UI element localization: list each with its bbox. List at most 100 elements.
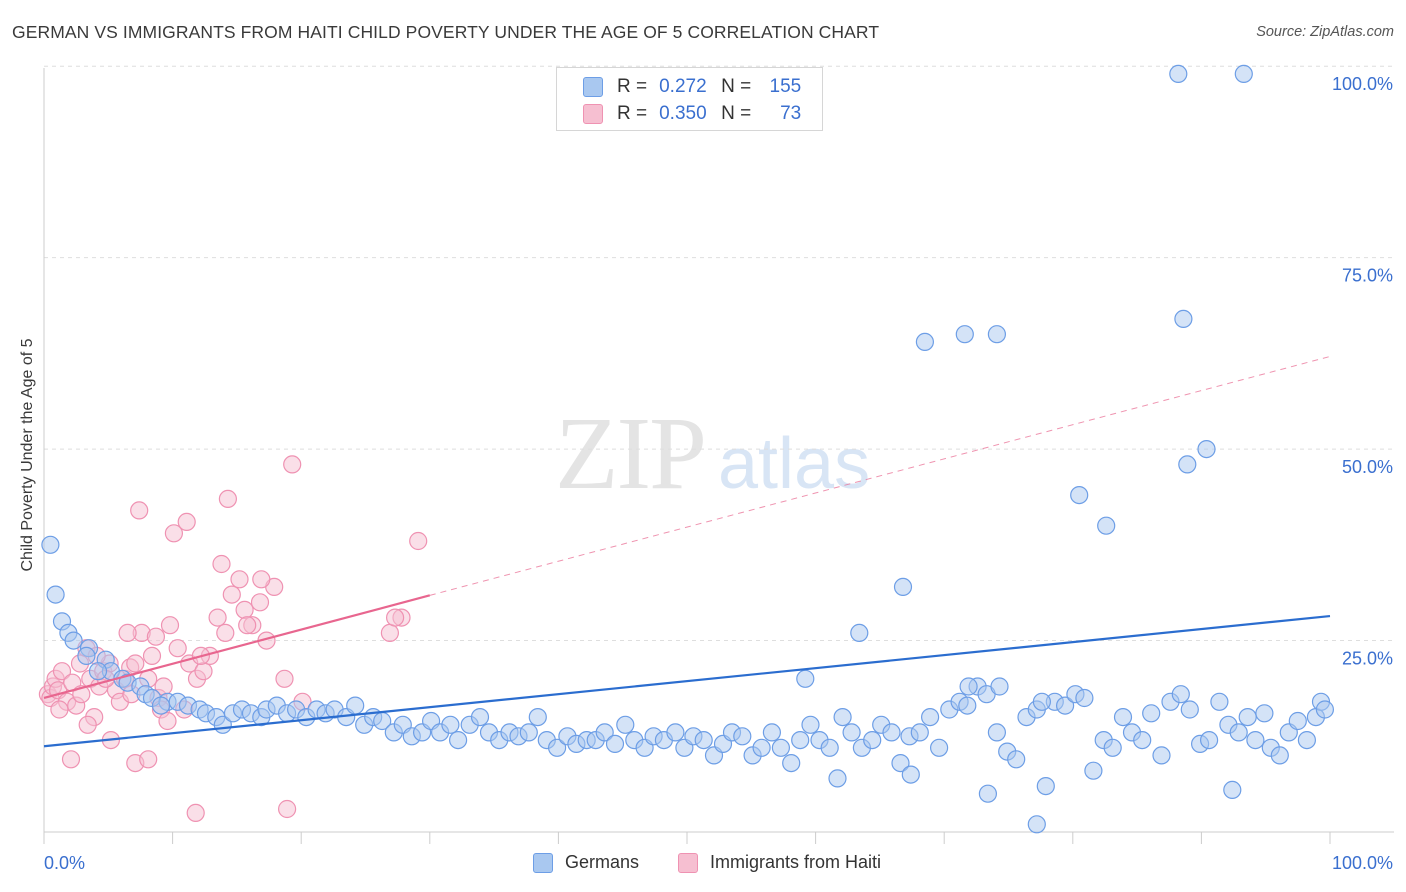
haiti-point bbox=[118, 623, 137, 643]
germans-point bbox=[1103, 738, 1122, 757]
germans-point bbox=[782, 753, 801, 773]
germans-point bbox=[1007, 750, 1026, 769]
germans-point bbox=[1234, 64, 1253, 84]
legend-r-value: 0.272 bbox=[659, 76, 707, 97]
haiti-point bbox=[61, 750, 81, 769]
germans-point bbox=[595, 723, 614, 742]
haiti-point bbox=[177, 512, 196, 532]
haiti-trendline bbox=[43, 594, 431, 700]
haiti-point bbox=[230, 570, 249, 589]
legend-stats: R = 0.272 N = 155 R = 0.350 N = 73 bbox=[556, 67, 823, 131]
germans-point bbox=[863, 730, 882, 750]
germans-point bbox=[891, 753, 910, 773]
germans-point bbox=[46, 585, 65, 604]
grid bbox=[44, 65, 1394, 642]
haiti-point bbox=[235, 600, 254, 620]
germans-point bbox=[958, 696, 977, 715]
haiti-point bbox=[283, 455, 302, 474]
germans-point bbox=[470, 707, 490, 727]
legend-swatch-haiti bbox=[678, 852, 698, 873]
germans-point bbox=[441, 715, 460, 734]
legend-n-value: 155 bbox=[769, 76, 802, 97]
legend-n-value: 73 bbox=[780, 103, 802, 124]
germans-point bbox=[547, 738, 567, 757]
legend-swatch-haiti bbox=[583, 104, 603, 124]
germans-point bbox=[41, 535, 60, 554]
haiti-point bbox=[222, 585, 241, 604]
germans-point bbox=[1255, 704, 1274, 723]
y-tick-label: 25.0% bbox=[1342, 649, 1393, 669]
legend-n-label: N = bbox=[721, 103, 752, 124]
haiti-point bbox=[216, 623, 235, 643]
germans-point bbox=[1032, 692, 1052, 711]
haiti-point bbox=[194, 662, 213, 681]
legend-series: Germans Immigrants from Haiti bbox=[0, 852, 1406, 876]
germans-point bbox=[901, 765, 920, 784]
germans-point bbox=[1055, 696, 1075, 715]
germans-point bbox=[1070, 486, 1089, 505]
germans-point bbox=[910, 723, 929, 742]
germans-point bbox=[882, 723, 901, 742]
germans-point bbox=[1097, 516, 1116, 535]
y-tick-label: 100.0% bbox=[1332, 74, 1393, 94]
germans-point bbox=[346, 696, 365, 715]
germans-point bbox=[978, 784, 998, 803]
germans-point bbox=[752, 738, 771, 757]
watermark-zip: ZIP bbox=[555, 396, 705, 511]
haiti-points bbox=[38, 455, 428, 823]
haiti-point bbox=[186, 803, 205, 823]
trendlines bbox=[43, 355, 1331, 748]
germans-point bbox=[929, 738, 949, 757]
legend-swatch-germans bbox=[583, 77, 603, 97]
germans-point bbox=[77, 646, 96, 666]
germans-point bbox=[1133, 730, 1152, 750]
germans-point bbox=[820, 738, 839, 757]
germans-point bbox=[1171, 685, 1190, 704]
germans-point bbox=[1297, 730, 1317, 750]
haiti-point bbox=[380, 623, 399, 643]
legend-swatch-germans bbox=[533, 852, 553, 873]
watermark: ZIP atlas bbox=[555, 396, 870, 511]
germans-point bbox=[920, 707, 940, 727]
haiti-point bbox=[208, 608, 227, 627]
germans-point bbox=[1178, 455, 1197, 474]
germans-point bbox=[771, 738, 791, 757]
x-tick-label-right: 100.0% bbox=[1332, 853, 1393, 873]
haiti-point bbox=[160, 616, 180, 635]
haiti-point bbox=[146, 627, 165, 646]
germans-point bbox=[1180, 700, 1199, 719]
germans-point bbox=[1288, 711, 1307, 731]
germans-point bbox=[828, 769, 847, 788]
germans-point bbox=[605, 734, 625, 754]
germans-point bbox=[1113, 707, 1133, 727]
haiti-point bbox=[52, 662, 72, 681]
germans-point bbox=[1315, 700, 1335, 719]
germans-point bbox=[893, 577, 913, 597]
germans-point bbox=[1246, 730, 1265, 750]
haiti-point bbox=[139, 750, 158, 769]
source-label: Source: ZipAtlas.com bbox=[1256, 24, 1394, 40]
germans-point bbox=[519, 723, 538, 742]
haiti-point bbox=[130, 501, 149, 520]
haiti-point bbox=[250, 593, 270, 612]
germans-point bbox=[796, 669, 815, 688]
haiti-point bbox=[409, 531, 428, 551]
haiti-point bbox=[212, 554, 231, 574]
germans-point bbox=[64, 631, 83, 650]
germans-point bbox=[1036, 776, 1055, 796]
germans-point bbox=[1169, 64, 1188, 84]
haiti-point bbox=[252, 570, 271, 589]
germans-point bbox=[1199, 730, 1219, 750]
haiti-point bbox=[278, 799, 297, 819]
legend-label-germans: Germans bbox=[565, 852, 640, 872]
germans-point bbox=[987, 325, 1007, 344]
germans-point bbox=[801, 715, 820, 734]
germans-point bbox=[1270, 746, 1289, 765]
chart-title: GERMAN VS IMMIGRANTS FROM HAITI CHILD PO… bbox=[12, 22, 880, 42]
x-tick-label-left: 0.0% bbox=[44, 853, 85, 873]
haiti-point bbox=[238, 616, 257, 635]
germans-point bbox=[1174, 309, 1193, 328]
y-tick-label: 75.0% bbox=[1342, 266, 1393, 286]
germans-point bbox=[959, 677, 978, 696]
